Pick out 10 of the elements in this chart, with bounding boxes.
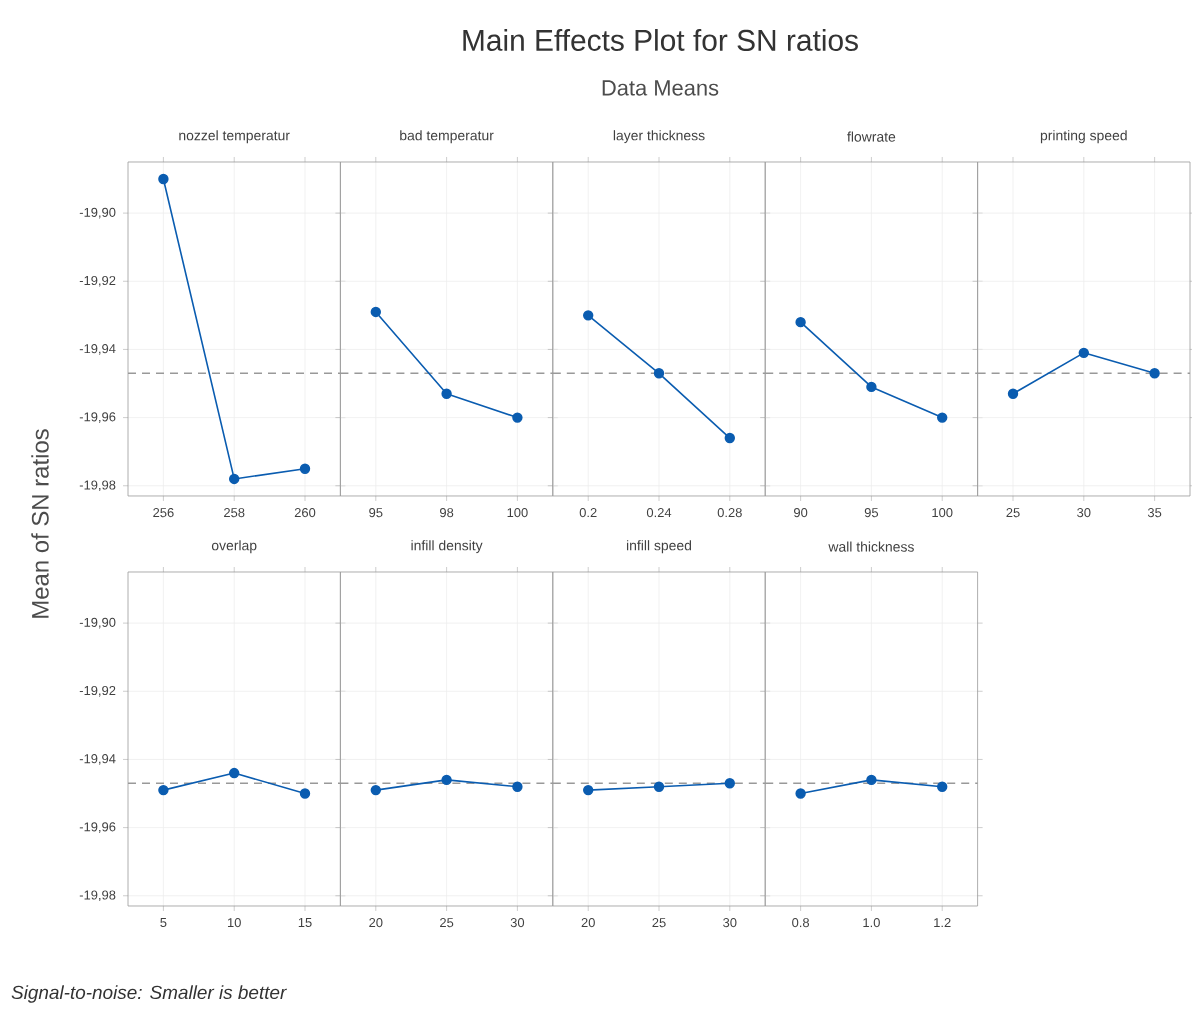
- point: [229, 767, 240, 779]
- text: Mean of SN ratios: [31, 429, 49, 618]
- point: [229, 473, 240, 485]
- point: [158, 784, 169, 796]
- point: [158, 173, 169, 185]
- point: [299, 463, 311, 474]
- text: Main Effects Plot for SN ratios: [463, 29, 858, 51]
- text: Signal-to-noise: Smaller is better: [11, 985, 287, 1003]
- text: Data Means: [602, 80, 719, 96]
- point: [299, 788, 311, 799]
